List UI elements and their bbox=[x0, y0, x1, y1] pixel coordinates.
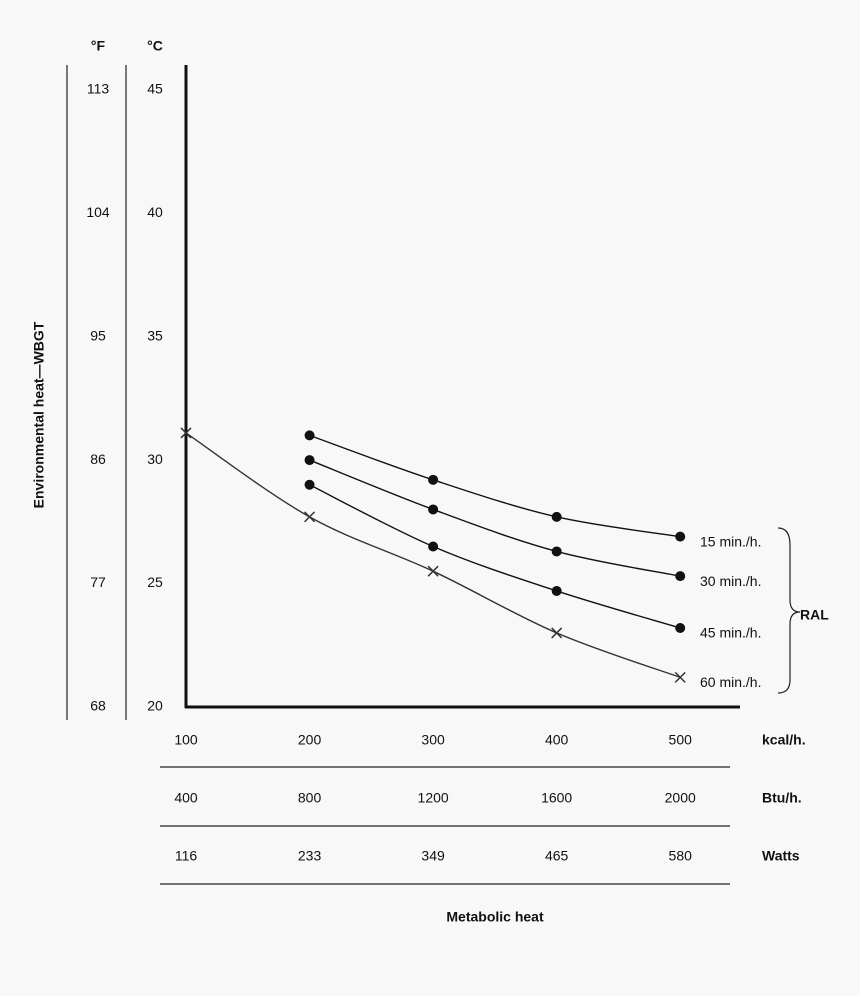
x-row-label: 1200 bbox=[418, 790, 449, 806]
series-line bbox=[185, 432, 681, 679]
y-tick-label: 30 bbox=[147, 451, 163, 467]
y-axis-title: Environmental heat—WBGT bbox=[31, 321, 47, 508]
y-tick-label: 45 bbox=[147, 80, 163, 96]
point bbox=[551, 627, 563, 639]
legend-label: 45 min./h. bbox=[700, 625, 761, 641]
y-tick-label: 25 bbox=[147, 574, 163, 590]
x-row-label: 349 bbox=[421, 848, 445, 864]
y2-tick-label: 77 bbox=[90, 574, 106, 590]
point bbox=[551, 546, 562, 557]
point bbox=[675, 571, 686, 582]
legend-label: 30 min./h. bbox=[700, 573, 761, 589]
x-row-label: 1600 bbox=[541, 790, 572, 806]
x-row-label: 400 bbox=[174, 790, 198, 806]
y2-tick-label: 68 bbox=[90, 698, 106, 714]
point bbox=[304, 455, 315, 466]
x-tick-label: 400 bbox=[545, 732, 569, 748]
y2-tick-label: 86 bbox=[90, 451, 106, 467]
point bbox=[304, 430, 315, 441]
x-tick-label: 300 bbox=[421, 732, 445, 748]
x-tick-label: 200 bbox=[298, 732, 322, 748]
bracket bbox=[777, 527, 801, 694]
x-unit: kcal/h. bbox=[762, 732, 806, 748]
point bbox=[428, 474, 439, 485]
series-line bbox=[309, 459, 681, 577]
y-tick-label: 35 bbox=[147, 327, 163, 343]
point bbox=[180, 427, 192, 439]
point bbox=[675, 622, 686, 633]
point bbox=[674, 671, 686, 683]
x-row-label: 580 bbox=[669, 848, 693, 864]
x-row-label: 2000 bbox=[665, 790, 696, 806]
point bbox=[428, 504, 439, 515]
legend-label: 60 min./h. bbox=[700, 674, 761, 690]
x-row-unit: Watts bbox=[762, 848, 800, 864]
y2-unit: °F bbox=[91, 38, 106, 54]
x-row-label: 800 bbox=[298, 790, 322, 806]
series-line bbox=[309, 484, 681, 629]
point bbox=[428, 541, 439, 552]
bracket-label: RAL bbox=[800, 607, 829, 623]
y-tick-label: 40 bbox=[147, 204, 163, 220]
x-tick-label: 100 bbox=[174, 732, 198, 748]
y-unit: °C bbox=[147, 38, 163, 54]
point bbox=[551, 585, 562, 596]
y2-tick-label: 113 bbox=[87, 80, 110, 96]
point bbox=[304, 511, 316, 523]
point bbox=[551, 511, 562, 522]
y-tick-label: 20 bbox=[147, 698, 163, 714]
y2-tick-label: 104 bbox=[86, 204, 110, 220]
x-row-unit: Btu/h. bbox=[762, 790, 802, 806]
x-tick-label: 500 bbox=[669, 732, 693, 748]
series-line bbox=[309, 434, 681, 538]
x-axis-title: Metabolic heat bbox=[446, 909, 544, 925]
point bbox=[304, 479, 315, 490]
x-row-label: 116 bbox=[175, 848, 198, 864]
x-row-label: 233 bbox=[298, 848, 322, 864]
y2-tick-label: 95 bbox=[90, 327, 106, 343]
legend-label: 15 min./h. bbox=[700, 533, 761, 549]
point bbox=[427, 565, 439, 577]
x-row-label: 465 bbox=[545, 848, 569, 864]
point bbox=[675, 531, 686, 542]
